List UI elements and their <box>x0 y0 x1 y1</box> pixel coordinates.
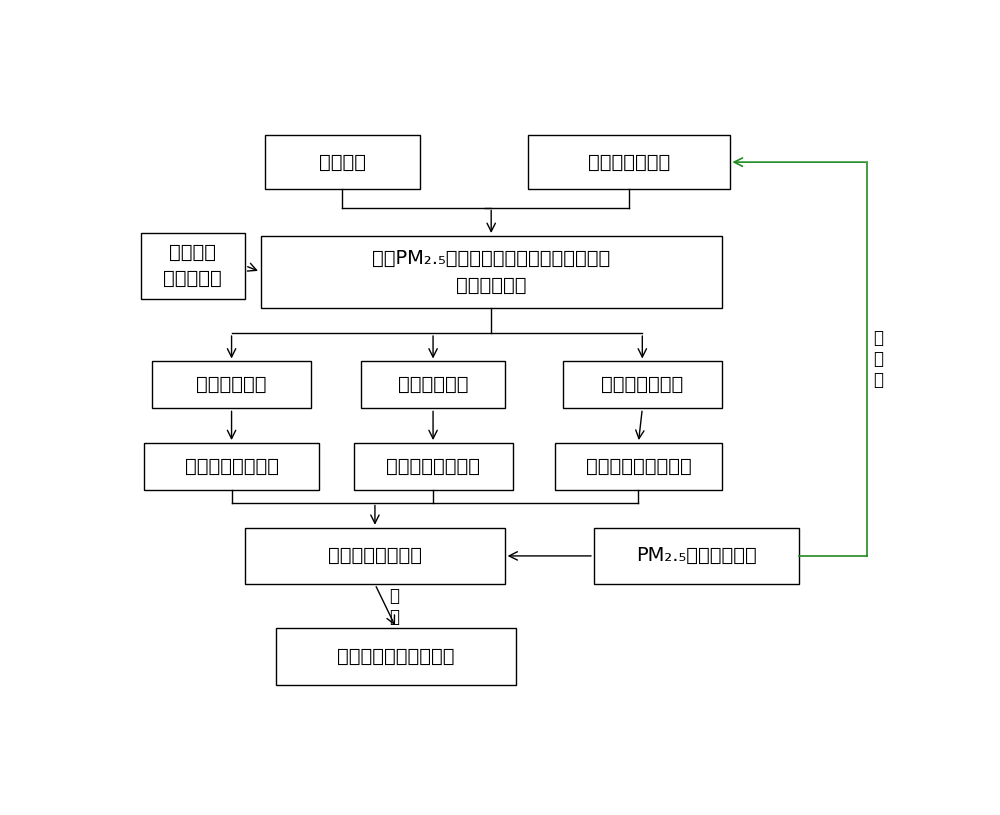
Text: 空间削减权重向量: 空间削减权重向量 <box>185 457 279 476</box>
Bar <box>144 443 319 490</box>
Bar <box>261 236 722 308</box>
Text: 污染源排放清单: 污染源排放清单 <box>588 152 670 172</box>
Text: 多目标非线性优化: 多目标非线性优化 <box>328 546 422 566</box>
Text: 行业削减权重向量: 行业削减权重向量 <box>386 457 480 476</box>
Bar <box>594 527 799 584</box>
Bar <box>563 361 722 408</box>
Bar <box>555 443 722 490</box>
Text: 源分类与
受体点选择: 源分类与 受体点选择 <box>163 243 222 289</box>
Bar <box>276 628 516 685</box>
Bar <box>264 135 420 189</box>
Text: 气象模型: 气象模型 <box>318 152 366 172</box>
Bar <box>140 233 245 298</box>
Bar <box>361 361 505 408</box>
Bar <box>354 443 512 490</box>
Text: 行业贡献矩阵: 行业贡献矩阵 <box>398 376 468 394</box>
Bar <box>245 527 505 584</box>
Text: 不
达
标: 不 达 标 <box>874 329 884 389</box>
Text: 达
标: 达 标 <box>389 587 399 626</box>
Bar <box>528 135 730 189</box>
Text: 空间传输矩阵: 空间传输矩阵 <box>196 376 267 394</box>
Text: 大气多污染物环境容量: 大气多污染物环境容量 <box>338 647 455 666</box>
Text: 前体物贡献矩阵: 前体物贡献矩阵 <box>601 376 683 394</box>
Text: PM₂.₅浓度达标判别: PM₂.₅浓度达标判别 <box>636 546 757 566</box>
Text: 建立PM₂.₅达标约束下的多污染物环境容量
迭代计算模型: 建立PM₂.₅达标约束下的多污染物环境容量 迭代计算模型 <box>372 249 610 295</box>
Bar <box>152 361 311 408</box>
Text: 前体物削减权重向量: 前体物削减权重向量 <box>586 457 691 476</box>
